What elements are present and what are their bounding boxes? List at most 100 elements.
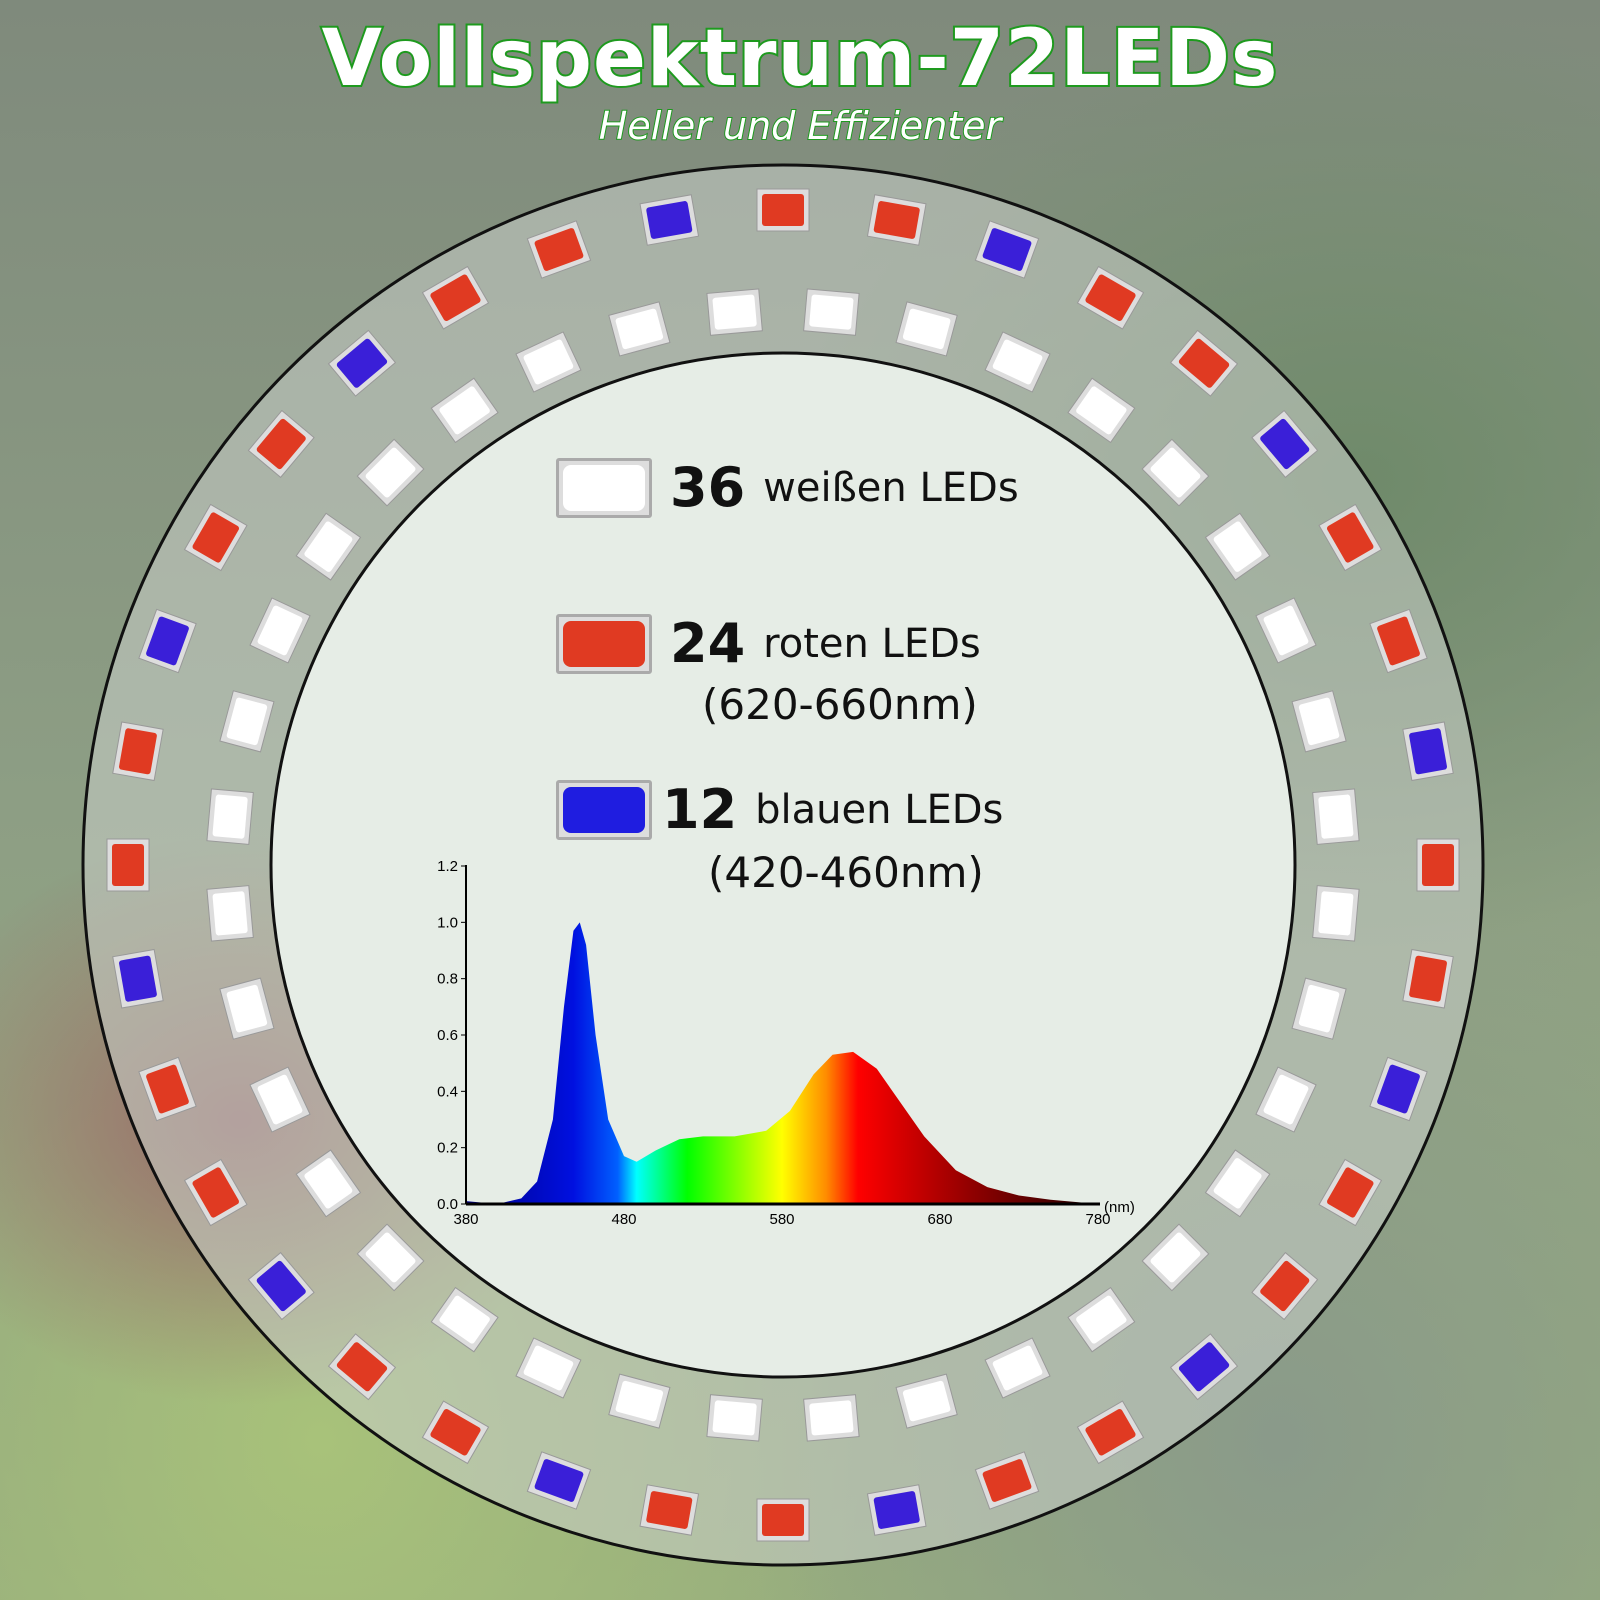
red-led [1318, 503, 1383, 572]
white-led [219, 690, 275, 753]
red-led [1416, 838, 1460, 892]
white-led [249, 1066, 311, 1133]
white-led [1312, 885, 1360, 942]
x-tick-label: 580 [769, 1211, 794, 1228]
red-led [974, 1451, 1040, 1510]
blue-led [639, 194, 700, 246]
page-subtitle: Heller und Effizienter [598, 103, 1002, 149]
white-led [430, 377, 499, 444]
white-led [515, 331, 582, 393]
red-led [756, 188, 810, 232]
white-led [895, 301, 958, 357]
white-led [249, 597, 311, 664]
red-led [421, 1400, 490, 1465]
x-tick-label: 780 [1085, 1211, 1110, 1228]
white-led [895, 1373, 958, 1429]
x-tick-label: 680 [927, 1211, 952, 1228]
blue-led [112, 948, 164, 1009]
x-axis-label: (nm) [1104, 1199, 1135, 1216]
white-led [803, 1394, 860, 1442]
white-led [706, 1394, 763, 1442]
y-tick-label: 0.2 [437, 1140, 458, 1157]
blue-led [1251, 409, 1319, 479]
white-led [1255, 597, 1317, 664]
blue-led [526, 1451, 592, 1510]
red-led [526, 220, 592, 279]
red-led [1076, 265, 1145, 330]
white-led [1312, 788, 1360, 845]
y-tick-label: 0.6 [437, 1027, 458, 1044]
red-led [1251, 1251, 1319, 1321]
red-led [421, 265, 490, 330]
legend-blue: 12 blauen LEDs [556, 778, 1003, 841]
blue-led [1402, 721, 1454, 782]
white-led [1204, 1149, 1271, 1218]
red-label: roten LEDs [763, 620, 981, 667]
page-title: Vollspektrum-72LEDs [320, 12, 1280, 106]
white-led [984, 331, 1051, 393]
white-label: weißen LEDs [763, 464, 1019, 511]
white-led [356, 1223, 425, 1292]
white-led [295, 512, 362, 581]
white-led [984, 1337, 1051, 1399]
red-count: 24 [670, 612, 746, 675]
blue-led-swatch [556, 779, 652, 840]
white-led [295, 1149, 362, 1218]
legend-white: 36 weißen LEDs [556, 456, 1019, 519]
ring-inner-panel [269, 351, 1297, 1379]
blue-led [1169, 1333, 1239, 1401]
red-range: (620-660nm) [702, 680, 978, 729]
spectrum-chart: 0.0 0.2 0.4 0.6 0.8 1.0 1.2 380 480 580 680 780 (nm… [437, 858, 1135, 1228]
y-tick-label: 1.2 [437, 858, 458, 875]
red-led [327, 1333, 397, 1401]
white-led-swatch [556, 457, 652, 518]
y-tick-label: 1.0 [437, 914, 458, 931]
white-led [356, 438, 425, 507]
white-led [1141, 1223, 1210, 1292]
blue-led [138, 608, 197, 674]
blue-label: blauen LEDs [755, 786, 1004, 833]
red-led [112, 721, 164, 782]
white-led [1255, 1066, 1317, 1133]
white-led [1291, 690, 1347, 753]
white-led [206, 885, 254, 942]
blue-led [1369, 1056, 1428, 1122]
red-led [1169, 329, 1239, 397]
red-led [247, 409, 315, 479]
white-led [515, 1337, 582, 1399]
red-led [138, 1056, 197, 1122]
x-tick-label: 480 [611, 1211, 636, 1228]
y-tick-label: 0.0 [437, 1196, 458, 1213]
red-led [1076, 1400, 1145, 1465]
white-led [206, 788, 254, 845]
red-led [183, 503, 248, 572]
white-led [706, 288, 763, 336]
white-count: 36 [670, 456, 746, 519]
blue-range: (420-460nm) [708, 848, 984, 897]
x-tick-label: 380 [453, 1211, 478, 1228]
white-led [1141, 438, 1210, 507]
y-tick-label: 0.4 [437, 1083, 458, 1100]
blue-led [247, 1251, 315, 1321]
red-led [1402, 948, 1454, 1009]
red-led [756, 1498, 810, 1542]
red-led [1318, 1158, 1383, 1227]
red-led [866, 194, 927, 246]
blue-led [866, 1484, 927, 1536]
blue-led [327, 329, 397, 397]
white-led [430, 1286, 499, 1353]
white-led [803, 288, 860, 336]
red-led [1369, 608, 1428, 674]
spectrum-area [466, 922, 1098, 1204]
white-led [608, 301, 671, 357]
red-led [639, 1484, 700, 1536]
red-led [183, 1158, 248, 1227]
white-led [1067, 1286, 1136, 1353]
blue-led [974, 220, 1040, 279]
y-tick-label: 0.8 [437, 971, 458, 988]
white-led [1291, 977, 1347, 1040]
white-led [608, 1373, 671, 1429]
red-led [106, 838, 150, 892]
white-led [1204, 512, 1271, 581]
